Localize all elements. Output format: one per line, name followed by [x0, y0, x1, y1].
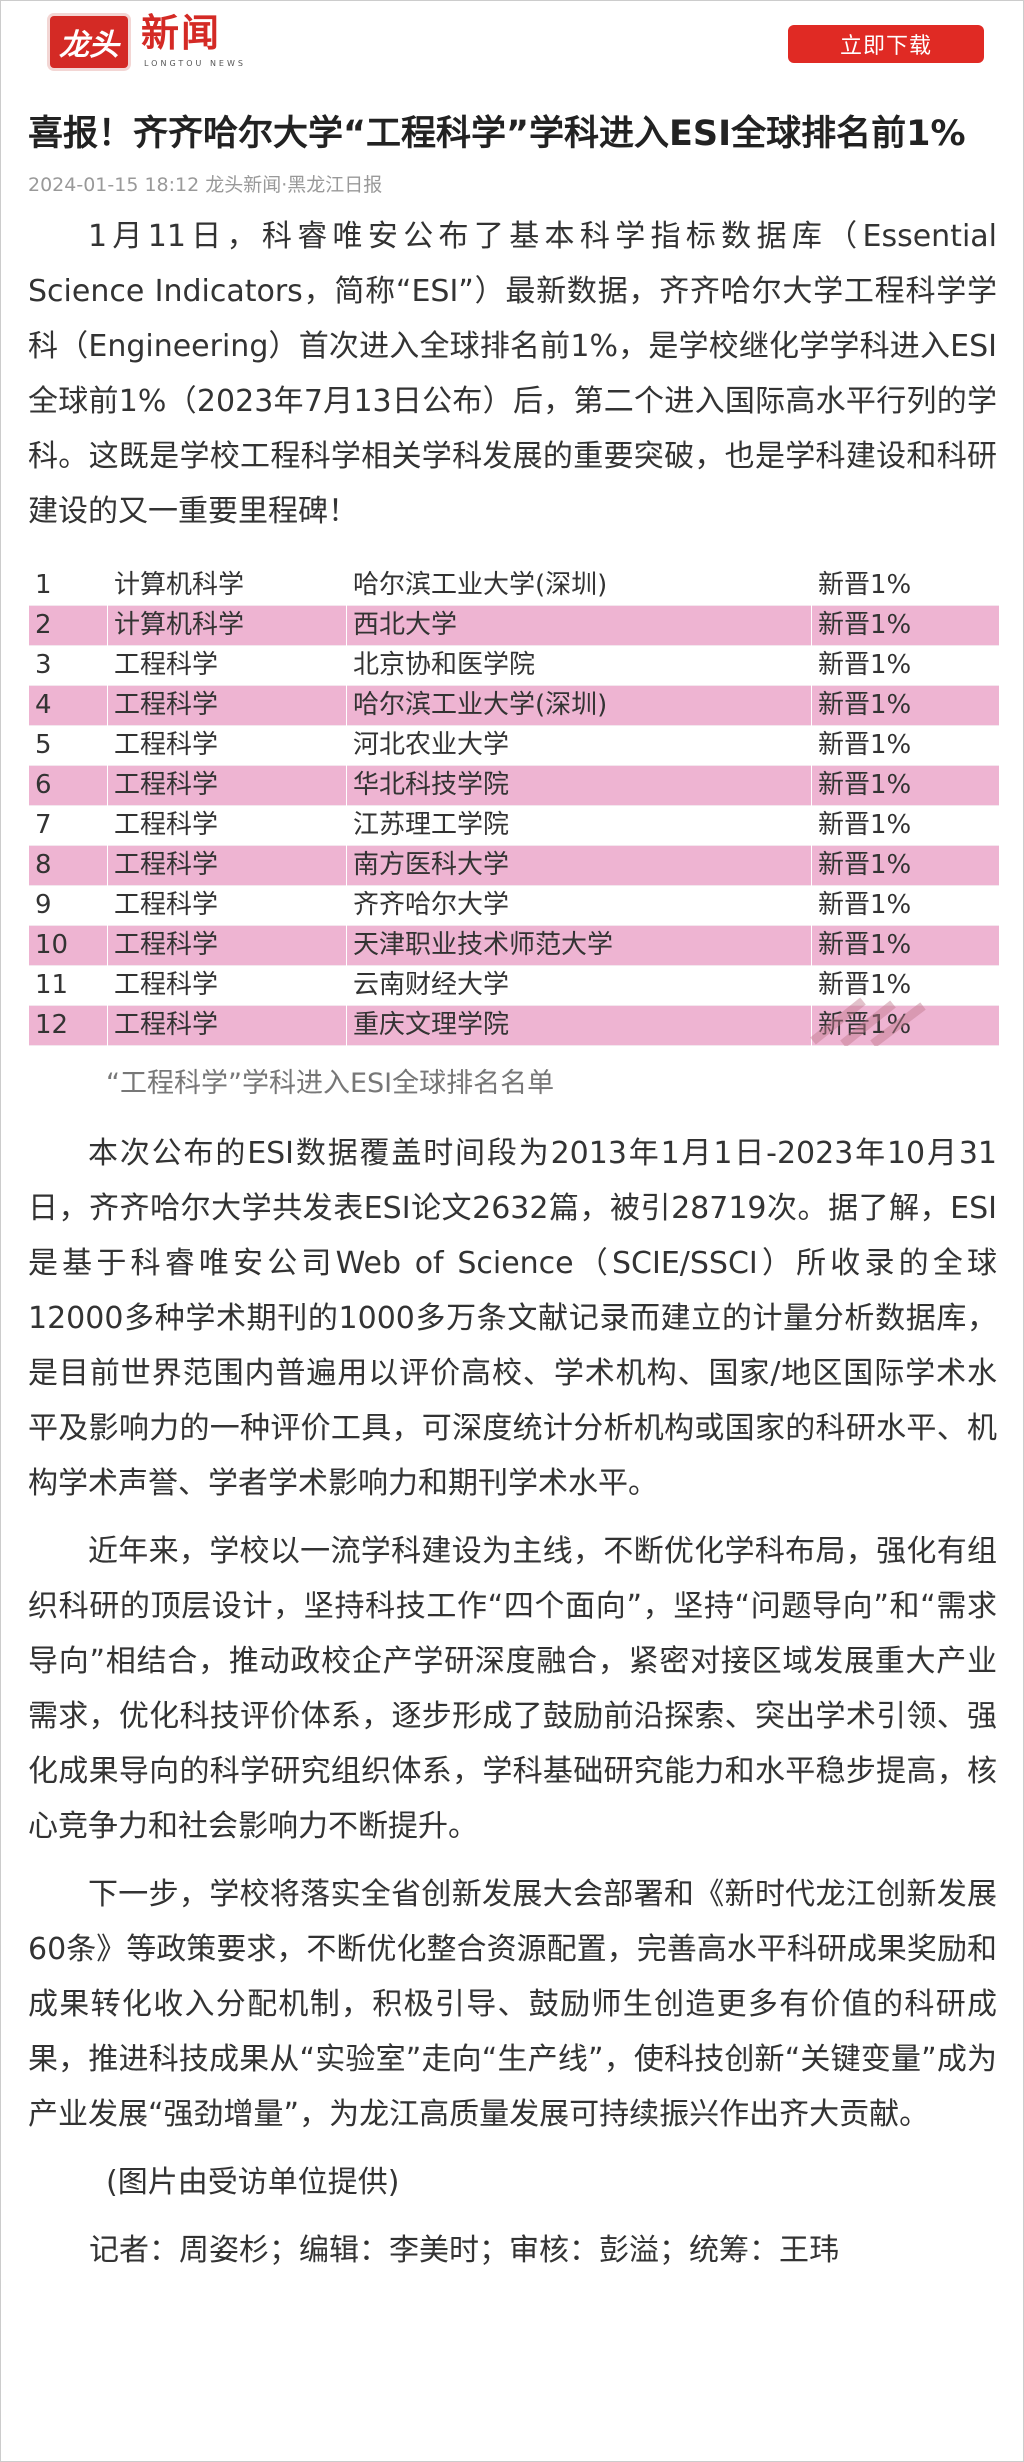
longtou-logo-mark[interactable]: 龙头: [50, 16, 128, 68]
university-cell: 哈尔滨工业大学(深圳): [346, 685, 812, 726]
subject-cell: 工程科学: [107, 1005, 347, 1046]
table-row: 6 工程科学 华北科技学院 新晋1%: [28, 765, 999, 806]
table-row: 1 计算机科学 哈尔滨工业大学(深圳) 新晋1%: [28, 566, 999, 606]
logo-subtitle: LONGTOU NEWS: [144, 59, 246, 68]
table-row: 10 工程科学 天津职业技术师范大学 新晋1%: [28, 925, 999, 966]
rank-cell: 4: [28, 685, 108, 726]
university-cell: 云南财经大学: [346, 965, 812, 1006]
table-row: 11 工程科学 云南财经大学 新晋1%: [28, 965, 999, 1006]
university-cell: 天津职业技术师范大学: [346, 925, 812, 966]
staff-credits: 记者：周姿杉；编辑：李美时；审核：彭溢；统筹：王玮: [89, 2233, 839, 2268]
table-row: 4 工程科学 哈尔滨工业大学(深圳) 新晋1%: [28, 685, 999, 726]
rank-cell: 10: [28, 925, 108, 966]
logo-text: 新闻: [141, 11, 222, 55]
rank-cell: 6: [28, 765, 108, 806]
university-cell: 华北科技学院: [346, 765, 812, 806]
paragraph-2: 本次公布的ESI数据覆盖时间段为2013年1月1日-2023年10月31日，齐齐…: [28, 1136, 997, 1501]
subject-cell: 工程科学: [107, 885, 347, 926]
rank-cell: 7: [28, 805, 108, 846]
download-app-button[interactable]: 立即下载: [788, 25, 984, 63]
university-cell: 河北农业大学: [346, 725, 812, 766]
table-row: 8 工程科学 南方医科大学 新晋1%: [28, 845, 999, 886]
university-cell: 江苏理工学院: [346, 805, 812, 846]
subject-cell: 工程科学: [107, 645, 347, 686]
status-cell: 新晋1%: [811, 566, 999, 606]
status-cell: 新晋1%: [811, 845, 999, 886]
status-cell: 新晋1%: [811, 605, 999, 646]
subject-cell: 计算机科学: [107, 605, 347, 646]
subject-cell: 工程科学: [107, 845, 347, 886]
status-cell: 新晋1%: [811, 885, 999, 926]
university-cell: 哈尔滨工业大学(深圳): [346, 566, 812, 606]
article-body: 喜报！齐齐哈尔大学“工程科学”学科进入ESI全球排名前1% 2024-01-15…: [1, 105, 1023, 2351]
rank-cell: 1: [28, 566, 108, 606]
status-cell: 新晋1%: [811, 925, 999, 966]
esi-ranking-table: 1 计算机科学 哈尔滨工业大学(深圳) 新晋1% 2 计算机科学 西北大学 新晋1% 3 工程科学…: [28, 566, 999, 1046]
app-header: 龙头 新闻 LONGTOU NEWS 立即下载: [1, 1, 1023, 91]
table-row: 12 工程科学 重庆文理学院 新晋1%: [28, 1005, 999, 1046]
subject-cell: 工程科学: [107, 925, 347, 966]
university-cell: 西北大学: [346, 605, 812, 646]
status-cell: 新晋1%: [811, 965, 999, 1006]
article-meta: 2024-01-15 18:12 龙头新闻·黑龙江日报: [28, 174, 383, 196]
paragraph-3: 近年来，学校以一流学科建设为主线，不断优化学科布局，强化有组织科研的顶层设计，坚…: [28, 1534, 997, 1844]
status-cell: 新晋1%: [811, 685, 999, 726]
university-cell: 南方医科大学: [346, 845, 812, 886]
subject-cell: 工程科学: [107, 765, 347, 806]
rank-cell: 5: [28, 725, 108, 766]
table-caption: “工程科学”学科进入ESI全球排名名单: [106, 1068, 555, 1099]
rank-cell: 3: [28, 645, 108, 686]
photo-credit: (图片由受访单位提供): [106, 2165, 400, 2200]
subject-cell: 工程科学: [107, 685, 347, 726]
status-cell: 新晋1%: [811, 765, 999, 806]
rank-cell: 2: [28, 605, 108, 646]
subject-cell: 计算机科学: [107, 566, 347, 606]
university-cell: 北京协和医学院: [346, 645, 812, 686]
table-row: 7 工程科学 江苏理工学院 新晋1%: [28, 805, 999, 846]
rank-cell: 12: [28, 1005, 108, 1046]
status-cell: 新晋1%: [811, 725, 999, 766]
table-image: 1 计算机科学 哈尔滨工业大学(深圳) 新晋1% 2 计算机科学 西北大学 新晋1% 3 工程科学…: [28, 566, 999, 1046]
rank-cell: 11: [28, 965, 108, 1006]
status-cell: 新晋1%: [811, 805, 999, 846]
subject-cell: 工程科学: [107, 805, 347, 846]
paragraph-1: 1月11日，科睿唯安公布了基本科学指标数据库（Essential Science…: [28, 219, 997, 529]
table-row: 5 工程科学 河北农业大学 新晋1%: [28, 725, 999, 766]
subject-cell: 工程科学: [107, 965, 347, 1006]
rank-cell: 8: [28, 845, 108, 886]
table-row: 9 工程科学 齐齐哈尔大学 新晋1%: [28, 885, 999, 926]
article-title: 喜报！齐齐哈尔大学“工程科学”学科进入ESI全球排名前1%: [28, 114, 966, 154]
status-cell: 新晋1%: [811, 645, 999, 686]
rank-cell: 9: [28, 885, 108, 926]
logo-mark-text: 龙头: [59, 28, 119, 63]
university-cell: 齐齐哈尔大学: [346, 885, 812, 926]
paragraph-4: 下一步，学校将落实全省创新发展大会部署和《新时代龙江创新发展60条》等政策要求，…: [28, 1877, 997, 2132]
status-cell: 新晋1%: [811, 1005, 999, 1046]
subject-cell: 工程科学: [107, 725, 347, 766]
table-row: 3 工程科学 北京协和医学院 新晋1%: [28, 645, 999, 686]
university-cell: 重庆文理学院: [346, 1005, 812, 1046]
table-row: 2 计算机科学 西北大学 新晋1%: [28, 605, 999, 646]
